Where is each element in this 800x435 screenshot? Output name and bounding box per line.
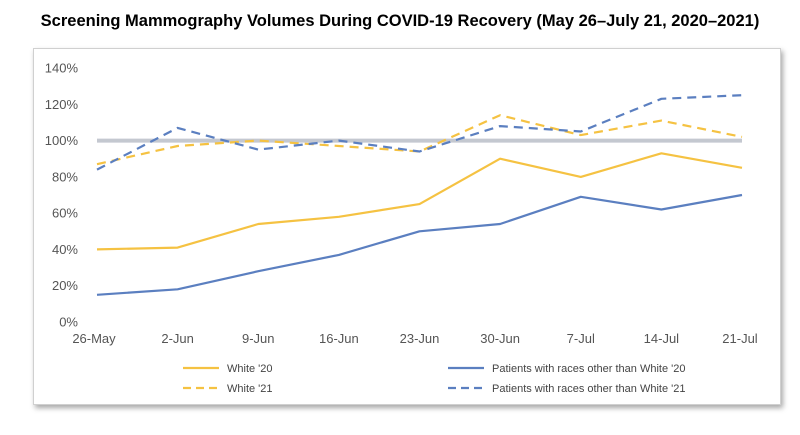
legend-label: White '21 (227, 383, 273, 395)
y-tick-label: 60% (52, 206, 78, 221)
chart-title: Screening Mammography Volumes During COV… (40, 12, 760, 30)
series-line (96, 114, 743, 166)
x-tick-label: 7-Jul (567, 331, 595, 346)
series-line (96, 94, 743, 171)
x-tick-label: 30-Jun (480, 331, 520, 346)
y-tick-label: 140% (45, 61, 79, 76)
chart-frame (33, 48, 781, 405)
legend-label: Patients with races other than White '20 (492, 363, 685, 375)
x-tick-label: 2-Jun (161, 331, 194, 346)
x-tick-label: 21-Jul (722, 331, 758, 346)
series-line (96, 152, 743, 251)
y-tick-label: 120% (45, 97, 79, 112)
series-line (96, 193, 743, 296)
y-tick-label: 0% (59, 315, 78, 330)
y-tick-label: 80% (52, 169, 78, 184)
x-tick-label: 9-Jun (242, 331, 275, 346)
x-tick-label: 23-Jun (400, 331, 440, 346)
legend-label: White '20 (227, 363, 273, 375)
y-tick-label: 40% (52, 242, 78, 257)
x-tick-label: 14-Jul (644, 331, 680, 346)
y-tick-label: 20% (52, 278, 78, 293)
x-tick-label: 16-Jun (319, 331, 359, 346)
x-tick-label: 26-May (72, 331, 116, 346)
y-tick-label: 100% (45, 133, 79, 148)
legend-label: Patients with races other than White '21 (492, 383, 685, 395)
